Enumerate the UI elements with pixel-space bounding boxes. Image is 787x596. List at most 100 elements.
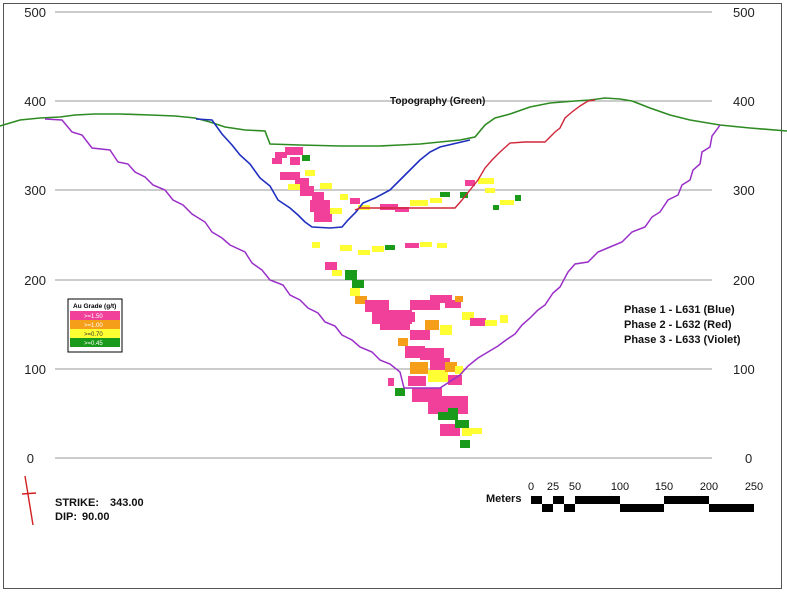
legend-label-1-00: >=1.00 bbox=[84, 323, 103, 329]
grade-block bbox=[410, 300, 440, 310]
grade-block bbox=[455, 420, 469, 428]
grade-block bbox=[280, 172, 300, 180]
grade-block bbox=[425, 320, 439, 330]
y-tick-left-100: 100 bbox=[24, 362, 46, 377]
au-grade-legend-title: Au Grade (g/t) bbox=[73, 303, 116, 310]
grade-block bbox=[470, 318, 486, 326]
grade-block bbox=[448, 408, 458, 416]
grade-blocks bbox=[272, 147, 521, 448]
grade-block bbox=[352, 280, 364, 288]
y-tick-right-0: 0 bbox=[745, 451, 752, 466]
scale-label: Meters bbox=[486, 493, 521, 505]
scale-tick-250: 250 bbox=[745, 481, 763, 493]
grade-block bbox=[372, 246, 384, 252]
grade-block bbox=[272, 158, 282, 164]
grade-block bbox=[310, 200, 330, 212]
grade-block bbox=[515, 195, 521, 201]
grade-block bbox=[485, 320, 497, 326]
grade-block bbox=[385, 245, 395, 250]
grade-block bbox=[437, 243, 447, 248]
strike-label: STRIKE: bbox=[55, 497, 99, 509]
grade-block bbox=[325, 262, 337, 270]
grade-block bbox=[295, 178, 309, 186]
phase1-legend-label: Phase 1 - L631 (Blue) bbox=[624, 304, 735, 316]
legend-swatch-1-00 bbox=[70, 320, 120, 329]
phase3-pit-line bbox=[44, 118, 721, 389]
grade-block bbox=[410, 200, 428, 206]
topography-label: Topography (Green) bbox=[390, 96, 485, 107]
grade-block bbox=[485, 188, 495, 193]
grade-block bbox=[358, 250, 370, 255]
grade-block bbox=[455, 296, 463, 302]
grade-block bbox=[285, 147, 303, 155]
grade-block bbox=[448, 375, 462, 385]
grade-block bbox=[314, 212, 332, 222]
topography-line bbox=[0, 97, 787, 147]
grade-block bbox=[493, 205, 499, 210]
grade-block bbox=[350, 288, 360, 296]
grade-block bbox=[312, 192, 324, 200]
y-tick-right-300: 300 bbox=[733, 183, 755, 198]
legend-swatch-0-45 bbox=[70, 338, 120, 347]
legend-label-0-70: >=0.70 bbox=[84, 332, 103, 338]
y-tick-right-500: 500 bbox=[733, 5, 755, 20]
grade-block bbox=[430, 295, 452, 303]
grade-block bbox=[410, 362, 428, 374]
scale-tick-0: 0 bbox=[528, 481, 534, 493]
gridlines bbox=[55, 11, 712, 459]
grade-block bbox=[345, 270, 357, 280]
grade-block bbox=[428, 370, 448, 382]
phase2-pit-line bbox=[354, 99, 596, 211]
grade-block bbox=[462, 312, 474, 320]
grade-block bbox=[410, 330, 430, 340]
scale-tick-50: 50 bbox=[569, 481, 581, 493]
grade-block bbox=[455, 366, 463, 374]
grade-block bbox=[355, 296, 367, 304]
grade-block bbox=[398, 338, 408, 346]
grade-block bbox=[290, 157, 300, 165]
dip-label: DIP: bbox=[55, 511, 77, 523]
y-tick-right-400: 400 bbox=[733, 94, 755, 109]
legend-swatch-1-50 bbox=[70, 311, 120, 320]
grade-block bbox=[430, 198, 442, 203]
legend-label-1-50: >=1.50 bbox=[84, 314, 103, 320]
grade-block bbox=[445, 362, 457, 372]
grade-block bbox=[380, 204, 398, 210]
grade-block bbox=[305, 170, 315, 176]
grade-block bbox=[365, 300, 389, 312]
phase2-legend-label: Phase 2 - L632 (Red) bbox=[624, 319, 732, 331]
y-tick-right-100: 100 bbox=[733, 362, 755, 377]
grade-block bbox=[408, 376, 426, 386]
y-tick-left-200: 200 bbox=[24, 273, 46, 288]
scale-bar: Meters 0 25 50 100 150 200 250 bbox=[486, 481, 763, 512]
grade-block bbox=[460, 440, 470, 448]
grade-block bbox=[445, 300, 461, 308]
grade-block bbox=[340, 245, 352, 251]
grade-block bbox=[388, 378, 394, 386]
grade-block bbox=[478, 178, 494, 184]
strike-value: 343.00 bbox=[110, 497, 144, 509]
grade-block bbox=[395, 388, 405, 396]
grade-block bbox=[500, 200, 514, 205]
legend-label-0-45: >=0.45 bbox=[84, 341, 103, 347]
grade-block bbox=[395, 312, 415, 322]
scale-tick-200: 200 bbox=[700, 481, 718, 493]
strike-dip-icon bbox=[21, 475, 37, 526]
scale-tick-25: 25 bbox=[547, 481, 559, 493]
grade-block bbox=[500, 315, 508, 323]
grade-block bbox=[472, 428, 482, 434]
section-frame bbox=[3, 3, 782, 589]
y-tick-left-300: 300 bbox=[24, 183, 46, 198]
grade-block bbox=[300, 186, 314, 196]
grade-block bbox=[420, 348, 444, 360]
grade-block bbox=[395, 207, 409, 212]
y-tick-right-200: 200 bbox=[733, 273, 755, 288]
scale-tick-150: 150 bbox=[655, 481, 673, 493]
phase3-legend-label: Phase 3 - L633 (Violet) bbox=[624, 334, 741, 346]
y-tick-left-0: 0 bbox=[27, 451, 34, 466]
legend-swatch-0-70 bbox=[70, 329, 120, 338]
grade-block bbox=[302, 155, 310, 161]
grade-block bbox=[320, 183, 332, 189]
y-tick-left-400: 400 bbox=[24, 94, 46, 109]
